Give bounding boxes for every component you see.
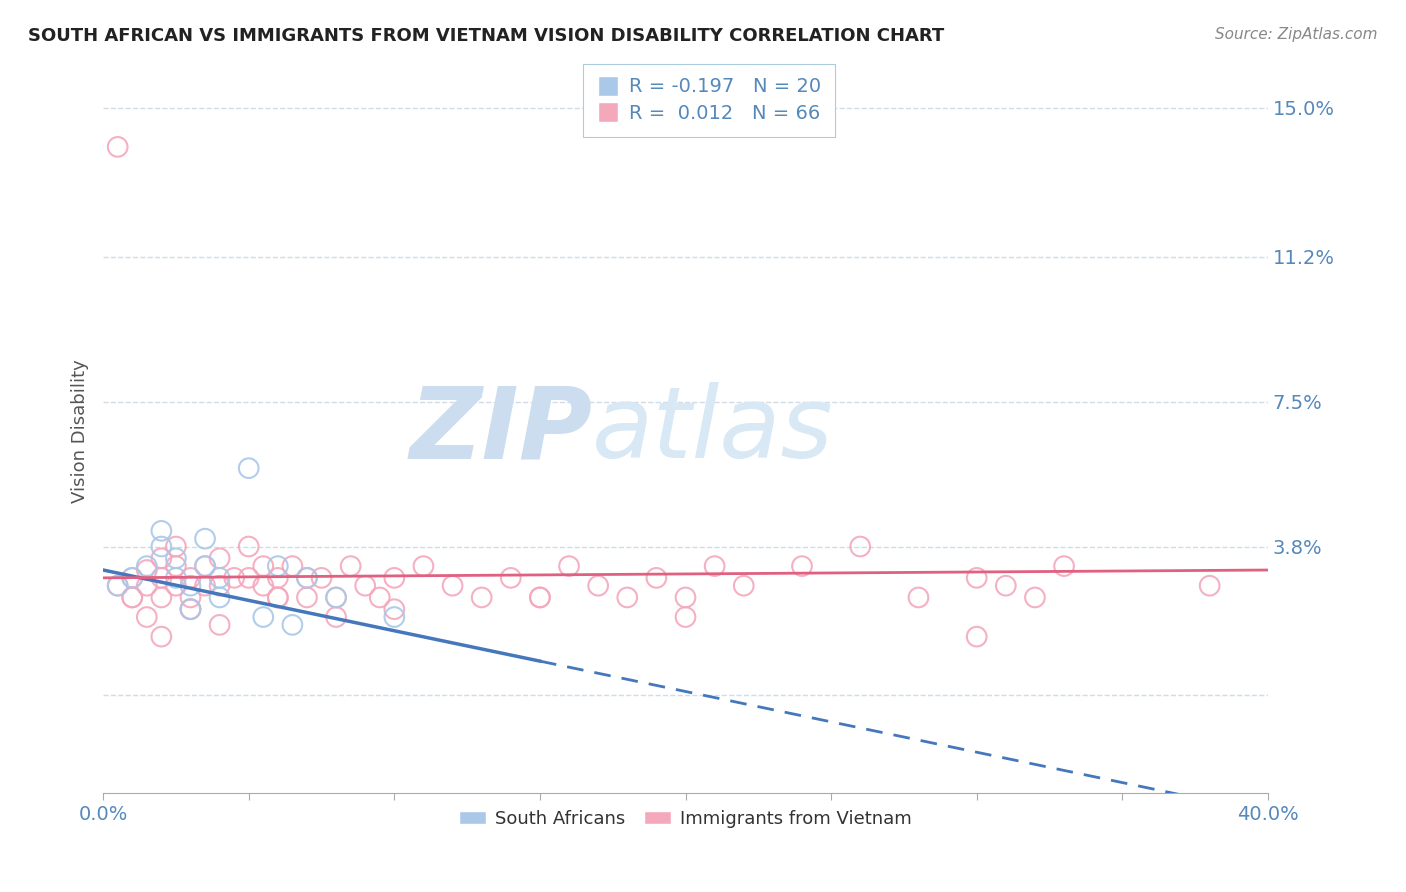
Point (558, 559, 581, 574)
Point (179, 579, 201, 593)
Point (368, 591, 391, 605)
Point (849, 540, 872, 554)
Point (179, 602, 201, 616)
Point (499, 571, 522, 585)
Point (165, 540, 187, 554)
Point (295, 571, 318, 585)
Point (703, 559, 725, 574)
Point (208, 591, 231, 605)
Point (208, 551, 231, 566)
Point (733, 579, 755, 593)
Point (194, 579, 217, 593)
Point (194, 559, 217, 574)
Point (252, 579, 274, 593)
Point (325, 591, 347, 605)
Point (586, 579, 609, 593)
Point (121, 571, 143, 585)
Point (179, 602, 201, 616)
Point (121, 591, 143, 605)
Point (295, 591, 318, 605)
Point (238, 571, 260, 585)
Point (208, 579, 231, 593)
Point (325, 591, 347, 605)
Point (208, 618, 231, 632)
Point (994, 579, 1017, 593)
Point (165, 559, 187, 574)
Text: Source: ZipAtlas.com: Source: ZipAtlas.com (1215, 27, 1378, 42)
Point (150, 591, 173, 605)
Point (194, 559, 217, 574)
Point (1198, 579, 1220, 593)
Point (529, 591, 551, 605)
Point (529, 591, 551, 605)
Point (179, 571, 201, 585)
Text: atlas: atlas (592, 383, 834, 479)
Point (107, 140, 129, 154)
Point (267, 571, 290, 585)
Point (382, 610, 405, 624)
Point (135, 563, 157, 577)
Point (165, 551, 187, 566)
Point (382, 602, 405, 616)
Point (966, 630, 988, 644)
Point (107, 579, 129, 593)
Point (412, 559, 434, 574)
Point (382, 571, 405, 585)
Point (150, 551, 173, 566)
Point (107, 579, 129, 593)
Point (150, 540, 173, 554)
Point (208, 571, 231, 585)
Point (616, 591, 638, 605)
Point (135, 610, 157, 624)
Point (121, 591, 143, 605)
Point (150, 630, 173, 644)
Point (675, 610, 697, 624)
Point (441, 579, 464, 593)
Point (267, 559, 290, 574)
Point (135, 579, 157, 593)
Point (281, 559, 304, 574)
Point (150, 524, 173, 538)
Text: SOUTH AFRICAN VS IMMIGRANTS FROM VIETNAM VISION DISABILITY CORRELATION CHART: SOUTH AFRICAN VS IMMIGRANTS FROM VIETNAM… (28, 27, 945, 45)
Point (238, 461, 260, 475)
Y-axis label: Vision Disability: Vision Disability (72, 359, 89, 503)
Point (194, 532, 217, 546)
Point (907, 591, 929, 605)
Point (339, 559, 361, 574)
Point (179, 591, 201, 605)
Point (354, 579, 377, 593)
Point (295, 571, 318, 585)
Point (645, 571, 668, 585)
Point (966, 571, 988, 585)
Point (1024, 591, 1046, 605)
Point (224, 571, 246, 585)
Legend: South Africans, Immigrants from Vietnam: South Africans, Immigrants from Vietnam (453, 803, 920, 835)
Point (267, 591, 290, 605)
Point (238, 540, 260, 554)
Point (150, 571, 173, 585)
Point (1053, 559, 1076, 574)
Point (325, 610, 347, 624)
Point (267, 591, 290, 605)
Point (165, 571, 187, 585)
Point (471, 591, 494, 605)
Point (311, 571, 333, 585)
Point (135, 559, 157, 574)
Point (675, 591, 697, 605)
Point (121, 571, 143, 585)
Point (252, 559, 274, 574)
Point (790, 559, 813, 574)
Point (281, 618, 304, 632)
Point (165, 579, 187, 593)
Text: ZIP: ZIP (409, 383, 592, 479)
Point (179, 602, 201, 616)
Point (252, 610, 274, 624)
